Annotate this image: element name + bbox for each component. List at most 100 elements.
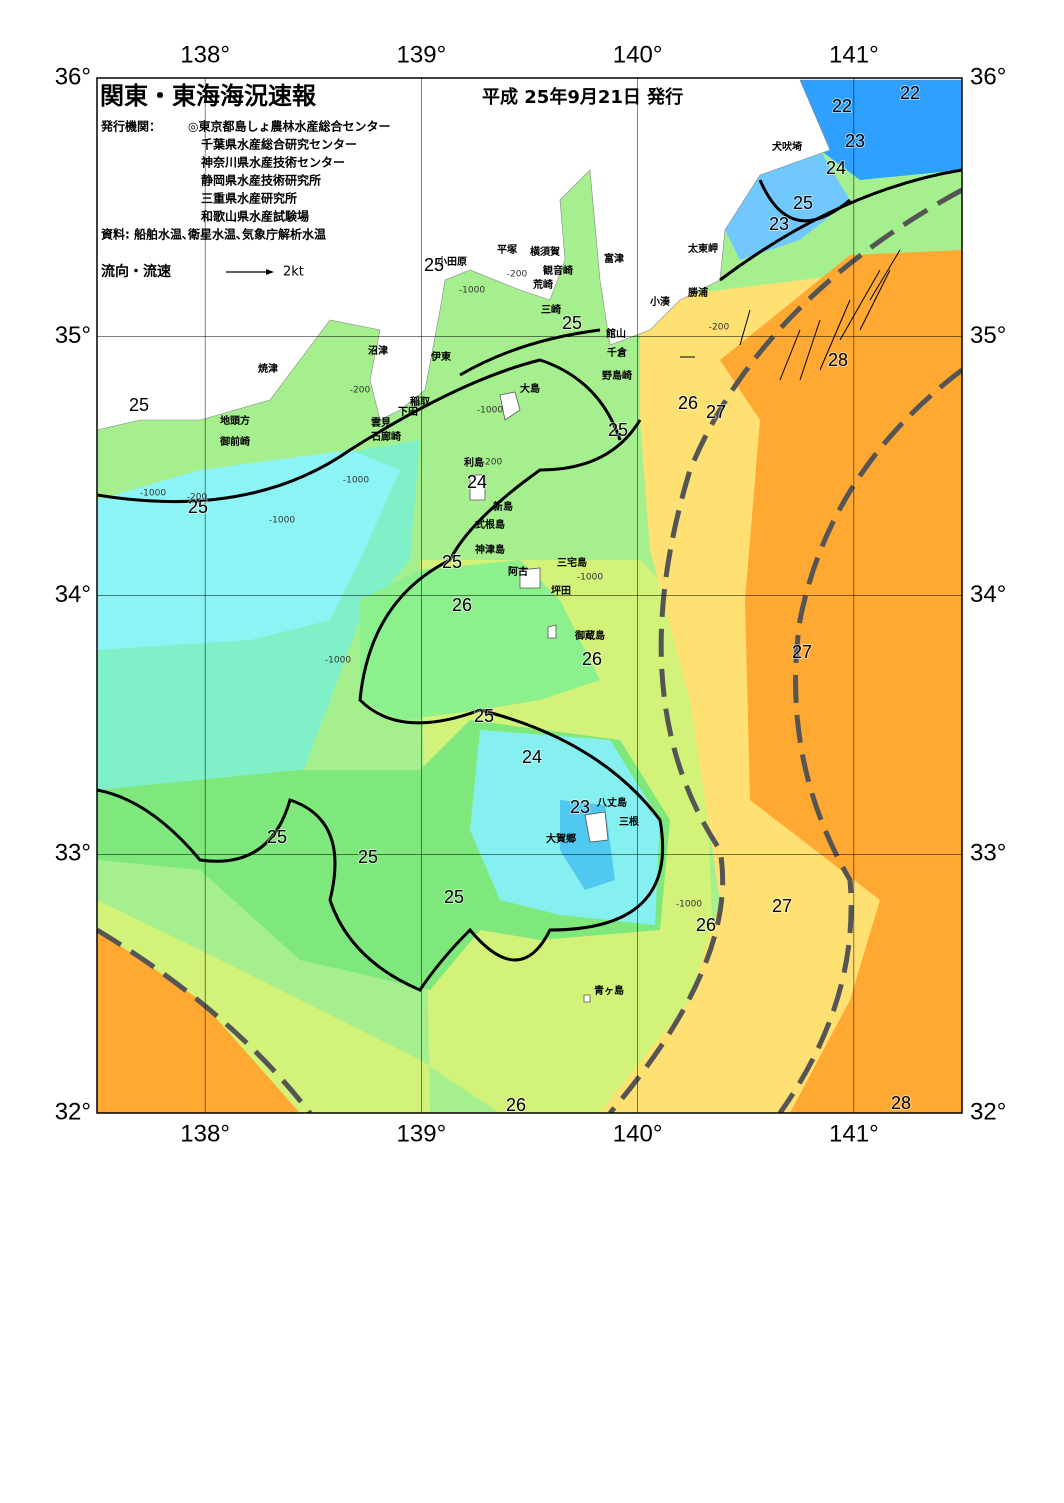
lat-tick-label: 32° <box>970 1098 1006 1125</box>
isotherm-label: 25 <box>442 552 462 572</box>
depth-label: -200 <box>187 493 208 503</box>
lat-tick-label: 35° <box>970 322 1006 349</box>
place-name: 沼津 <box>368 344 388 357</box>
isotherm-label: 26 <box>452 595 472 615</box>
isotherm-label: 24 <box>467 472 487 492</box>
agency: 和歌山県水産試験場 <box>200 209 309 224</box>
place-name: 大島 <box>520 382 540 395</box>
place-name: 青ヶ島 <box>594 984 624 997</box>
place-name: 小湊 <box>649 295 671 308</box>
isotherm-label: 26 <box>582 649 602 669</box>
place-name: 石廊崎 <box>370 430 401 443</box>
isotherm-label: 26 <box>506 1095 526 1115</box>
place-name: 地頭方 <box>220 414 250 427</box>
place-name: 八丈島 <box>596 796 627 809</box>
place-name: 小田原 <box>436 255 467 268</box>
depth-label: -200 <box>482 458 503 468</box>
lat-tick-label: 33° <box>970 840 1006 867</box>
lon-tick-label: 138° <box>180 41 230 68</box>
place-name: 新島 <box>493 500 513 513</box>
isotherm-label: 25 <box>474 706 494 726</box>
isotherm-label: 25 <box>444 887 464 907</box>
agency: 神奈川県水産技術センター <box>201 155 345 170</box>
legend-arrowhead <box>266 269 274 275</box>
isotherm-label: 28 <box>828 350 848 370</box>
issue-date: 平成 25年9月21日 発行 <box>482 86 683 108</box>
grid <box>97 78 962 1113</box>
map-frame <box>96 77 963 1114</box>
depth-label: -1000 <box>676 900 702 910</box>
agency: 千葉県水産総合研究センター <box>201 137 357 152</box>
lat-tick-label: 34° <box>55 581 91 608</box>
isotherm-label: 23 <box>570 797 590 817</box>
isotherm-label: 23 <box>769 214 789 234</box>
lat-tick-label: 32° <box>55 1098 91 1125</box>
depth-label: -200 <box>350 386 371 396</box>
place-name: 稲取 <box>410 395 431 408</box>
lat-tick-label: 34° <box>970 581 1006 608</box>
isotherm-label: 22 <box>900 83 920 103</box>
lat-tick-label: 36° <box>55 63 91 90</box>
place-name: 野島崎 <box>602 369 632 382</box>
isotherm-label: 28 <box>891 1093 911 1113</box>
isotherm-label: 27 <box>772 896 792 916</box>
depth-label: -1000 <box>140 489 166 499</box>
isotherm-label: 25 <box>188 497 208 517</box>
isotherm-label: 24 <box>826 158 846 178</box>
place-name: 富津 <box>604 252 624 265</box>
depth-label: -1000 <box>269 516 295 526</box>
sea-temperature <box>97 78 962 1113</box>
isotherm-label: 25 <box>562 313 582 333</box>
place-name: 神津島 <box>475 543 505 556</box>
lon-tick-label: 139° <box>397 41 447 68</box>
agency: 三重県水産研究所 <box>201 191 297 206</box>
place-name: 観音崎 <box>543 264 573 277</box>
isotherm-label: 25 <box>129 395 149 415</box>
place-name: 三崎 <box>541 303 561 316</box>
place-name: 犬吠埼 <box>772 140 802 153</box>
place-name: 式根島 <box>475 518 505 531</box>
place-name: 大賀郷 <box>546 832 576 845</box>
isotherm-label: 25 <box>267 827 287 847</box>
place-name: 太東岬 <box>687 242 718 255</box>
lat-tick-label: 35° <box>55 322 91 349</box>
source: 資料: 船舶水温､衛星水温､気象庁解析水温 <box>101 227 326 242</box>
place-name: 三宅島 <box>557 556 587 569</box>
title: 関東・東海海況速報 <box>100 82 317 110</box>
isotherm-label: 23 <box>845 131 865 151</box>
place-name: 坪田 <box>551 584 571 597</box>
lat-tick-label: 36° <box>970 63 1006 90</box>
isotherm-label: 22 <box>832 96 852 116</box>
place-name: 荒崎 <box>532 278 553 291</box>
depth-label: -1000 <box>325 656 351 666</box>
depth-label: -200 <box>709 323 730 333</box>
lon-tick-label: 139° <box>397 1120 447 1147</box>
isotherm-label: 27 <box>792 642 812 662</box>
depth-label: -200 <box>507 270 528 280</box>
place-name: 下田 <box>398 406 418 418</box>
place-name: 伊東 <box>430 350 451 363</box>
isotherm-label: 26 <box>678 393 698 413</box>
depth-label: -1000 <box>577 573 603 583</box>
lon-tick-label: 141° <box>829 1120 879 1147</box>
isotherm-label: 27 <box>706 402 726 422</box>
lon-tick-label: 140° <box>613 1120 663 1147</box>
lat-tick-label: 33° <box>55 840 91 867</box>
depth-label: -1000 <box>343 476 369 486</box>
place-name: 御前崎 <box>219 435 250 448</box>
isotherm-label: 26 <box>696 915 716 935</box>
legend-scale: 2kt <box>283 265 304 280</box>
place-name: 横須賀 <box>530 245 560 258</box>
place-name: 三根 <box>619 815 639 828</box>
place-name: 焼津 <box>258 362 278 375</box>
place-name: 平塚 <box>497 243 517 256</box>
agency: ◎東京都島しょ農林水産総合センター <box>188 119 390 134</box>
place-name: 利島 <box>464 456 484 469</box>
place-name: 阿古 <box>508 565 528 578</box>
place-name: 雲見 <box>371 417 391 429</box>
place-name: 勝浦 <box>688 286 708 299</box>
lon-tick-label: 140° <box>613 41 663 68</box>
depth-label: -1000 <box>477 406 503 416</box>
lon-tick-label: 138° <box>180 1120 230 1147</box>
